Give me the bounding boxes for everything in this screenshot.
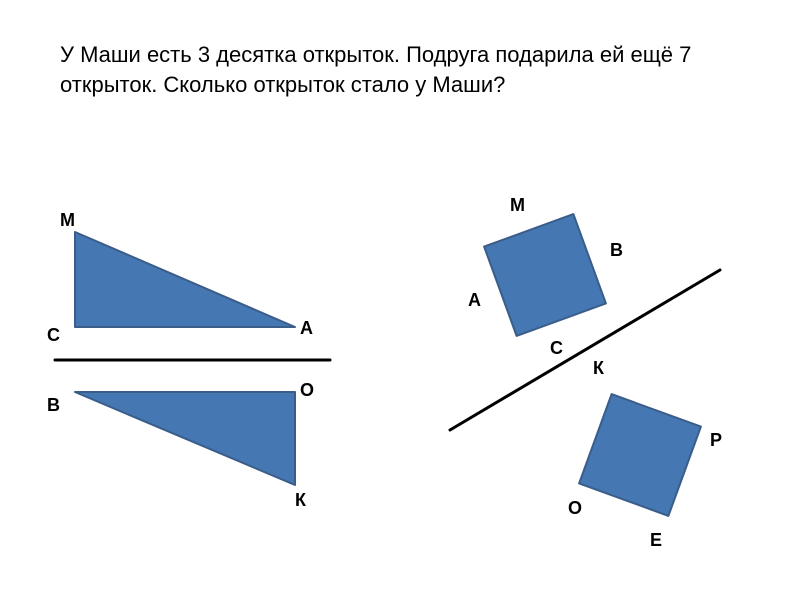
problem-text: У Маши есть 3 десятка открыток. Подруга … xyxy=(60,40,740,99)
label-s1-b: В xyxy=(610,240,623,261)
label-s2-p: Р xyxy=(710,430,722,451)
label-s2-e: Е xyxy=(650,530,662,551)
label-s1-m: М xyxy=(510,195,525,216)
label-s1-a: А xyxy=(468,290,481,311)
label-t2-k: К xyxy=(295,490,306,511)
label-s2-o: О xyxy=(568,498,582,519)
label-t1-m: М xyxy=(60,210,75,231)
label-t2-o: О xyxy=(300,380,314,401)
label-t1-a: А xyxy=(300,318,313,339)
label-t1-s: С xyxy=(47,325,60,346)
label-mid-k: К xyxy=(593,358,604,379)
label-t2-b: В xyxy=(47,395,60,416)
label-s1-c: С xyxy=(550,338,563,359)
